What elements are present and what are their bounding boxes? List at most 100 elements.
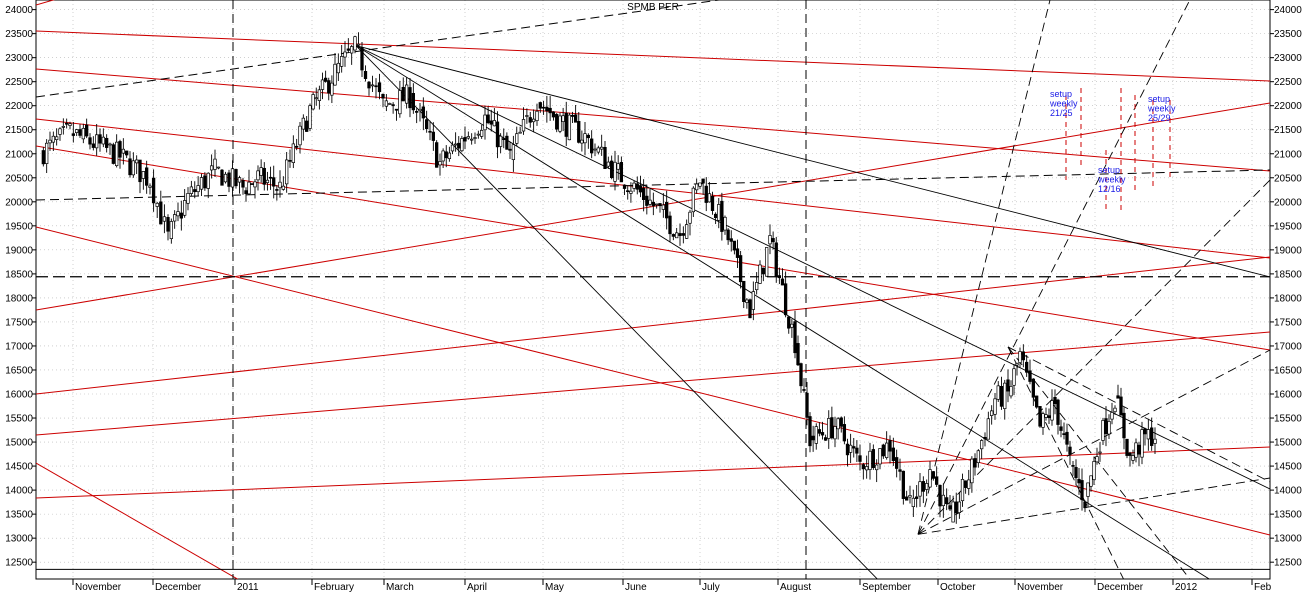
candle-body <box>511 144 516 161</box>
candle-body <box>176 211 180 217</box>
chart-title: SPMB PER <box>627 2 679 13</box>
candle-body <box>216 166 221 169</box>
candle-body <box>771 238 775 243</box>
candle-body <box>1104 418 1108 435</box>
candle-body <box>421 106 425 119</box>
y-tick-label-left: 15500 <box>5 414 33 425</box>
y-tick-label-left: 22500 <box>5 77 33 88</box>
candle-body <box>908 495 912 498</box>
candle-body <box>105 137 109 148</box>
candle-body <box>833 426 837 440</box>
candle-body <box>227 172 231 187</box>
candle-body <box>710 195 715 211</box>
candle-body <box>678 233 682 236</box>
candle-body <box>311 94 315 110</box>
y-tick-label-right: 19500 <box>1274 221 1302 232</box>
candle-body <box>1153 438 1157 444</box>
candle-body <box>115 141 119 167</box>
black-fan-line <box>355 45 878 579</box>
candle-body <box>999 385 1004 407</box>
candle-body <box>976 450 980 464</box>
candle-body <box>963 480 968 488</box>
candle-body <box>285 159 289 185</box>
candle-body <box>1116 395 1120 399</box>
candle-body <box>641 188 646 201</box>
candle-body <box>918 481 922 497</box>
x-tick-label: August <box>780 582 811 592</box>
x-tick-label: November <box>75 582 122 592</box>
candle-body <box>250 183 254 185</box>
candle-body <box>65 122 69 125</box>
red-trendline <box>36 118 1270 259</box>
x-tick-label: June <box>625 582 647 592</box>
candle-body <box>1077 478 1081 484</box>
candle-body <box>398 90 402 115</box>
candle-body <box>343 51 347 58</box>
candle-body <box>169 221 173 239</box>
black-fan-line <box>355 45 1270 278</box>
x-tick-label: February <box>314 582 354 592</box>
candle-body <box>570 114 575 117</box>
candle-body <box>1074 467 1078 479</box>
candle-body <box>954 501 958 514</box>
candle-body <box>1095 456 1099 463</box>
axes: 12500 12500 13000 13000 13500 13500 14000 14000… <box>5 5 1302 592</box>
candle-body <box>125 150 129 156</box>
y-tick-label-right: 23000 <box>1274 53 1302 64</box>
dashed-fan-line <box>1007 346 1270 483</box>
candle-body <box>713 213 718 219</box>
candle-body <box>111 144 115 164</box>
candle-body <box>911 497 915 508</box>
candle-body <box>128 158 132 176</box>
candle-body <box>658 203 662 207</box>
candle-body <box>51 135 55 143</box>
y-tick-label-right: 15000 <box>1274 438 1302 449</box>
candle-body <box>486 114 490 124</box>
y-tick-label-left: 16500 <box>5 365 33 376</box>
annotation-text: 21/25 <box>1050 108 1073 118</box>
candle-body <box>101 136 105 145</box>
candle-body <box>717 204 721 221</box>
candle-body <box>996 385 1000 400</box>
x-tick-label: December <box>155 582 202 592</box>
candle-body <box>525 115 529 117</box>
candle-body <box>317 89 322 101</box>
candle-body <box>48 139 52 144</box>
x-tick-label: September <box>862 582 912 592</box>
candle-body <box>1143 428 1147 435</box>
candle-body <box>1089 475 1093 487</box>
candle-body <box>681 233 685 236</box>
candle-body <box>661 204 665 210</box>
dashed-fan-line <box>1007 346 1125 579</box>
candle-body <box>121 148 125 154</box>
candle-body <box>774 242 778 277</box>
candle-body <box>735 248 740 258</box>
candle-body <box>881 444 885 457</box>
candle-body <box>262 167 266 185</box>
y-tick-label-left: 21500 <box>5 125 33 136</box>
y-tick-label-left: 12500 <box>5 558 33 569</box>
x-tick-label: April <box>467 582 487 592</box>
candle-body <box>755 282 759 291</box>
x-tick-label: 2012 <box>1175 582 1198 592</box>
candle-body <box>865 466 869 471</box>
candle-body <box>323 77 328 82</box>
candle-body <box>901 470 905 499</box>
candle-body <box>183 200 187 216</box>
candle-body <box>891 447 895 461</box>
candle-body <box>350 46 354 54</box>
candle-body <box>921 481 925 492</box>
candle-body <box>698 182 702 187</box>
candle-body <box>729 238 733 242</box>
candle-body <box>783 283 788 316</box>
y-tick-label-right: 20000 <box>1274 197 1302 208</box>
x-tick-label: October <box>940 582 976 592</box>
candle-body <box>758 264 762 284</box>
candle-body <box>957 501 962 514</box>
candle-body <box>305 120 309 132</box>
y-tick-label-left: 17000 <box>5 341 33 352</box>
candle-body <box>895 457 899 469</box>
candle-body <box>495 121 500 148</box>
